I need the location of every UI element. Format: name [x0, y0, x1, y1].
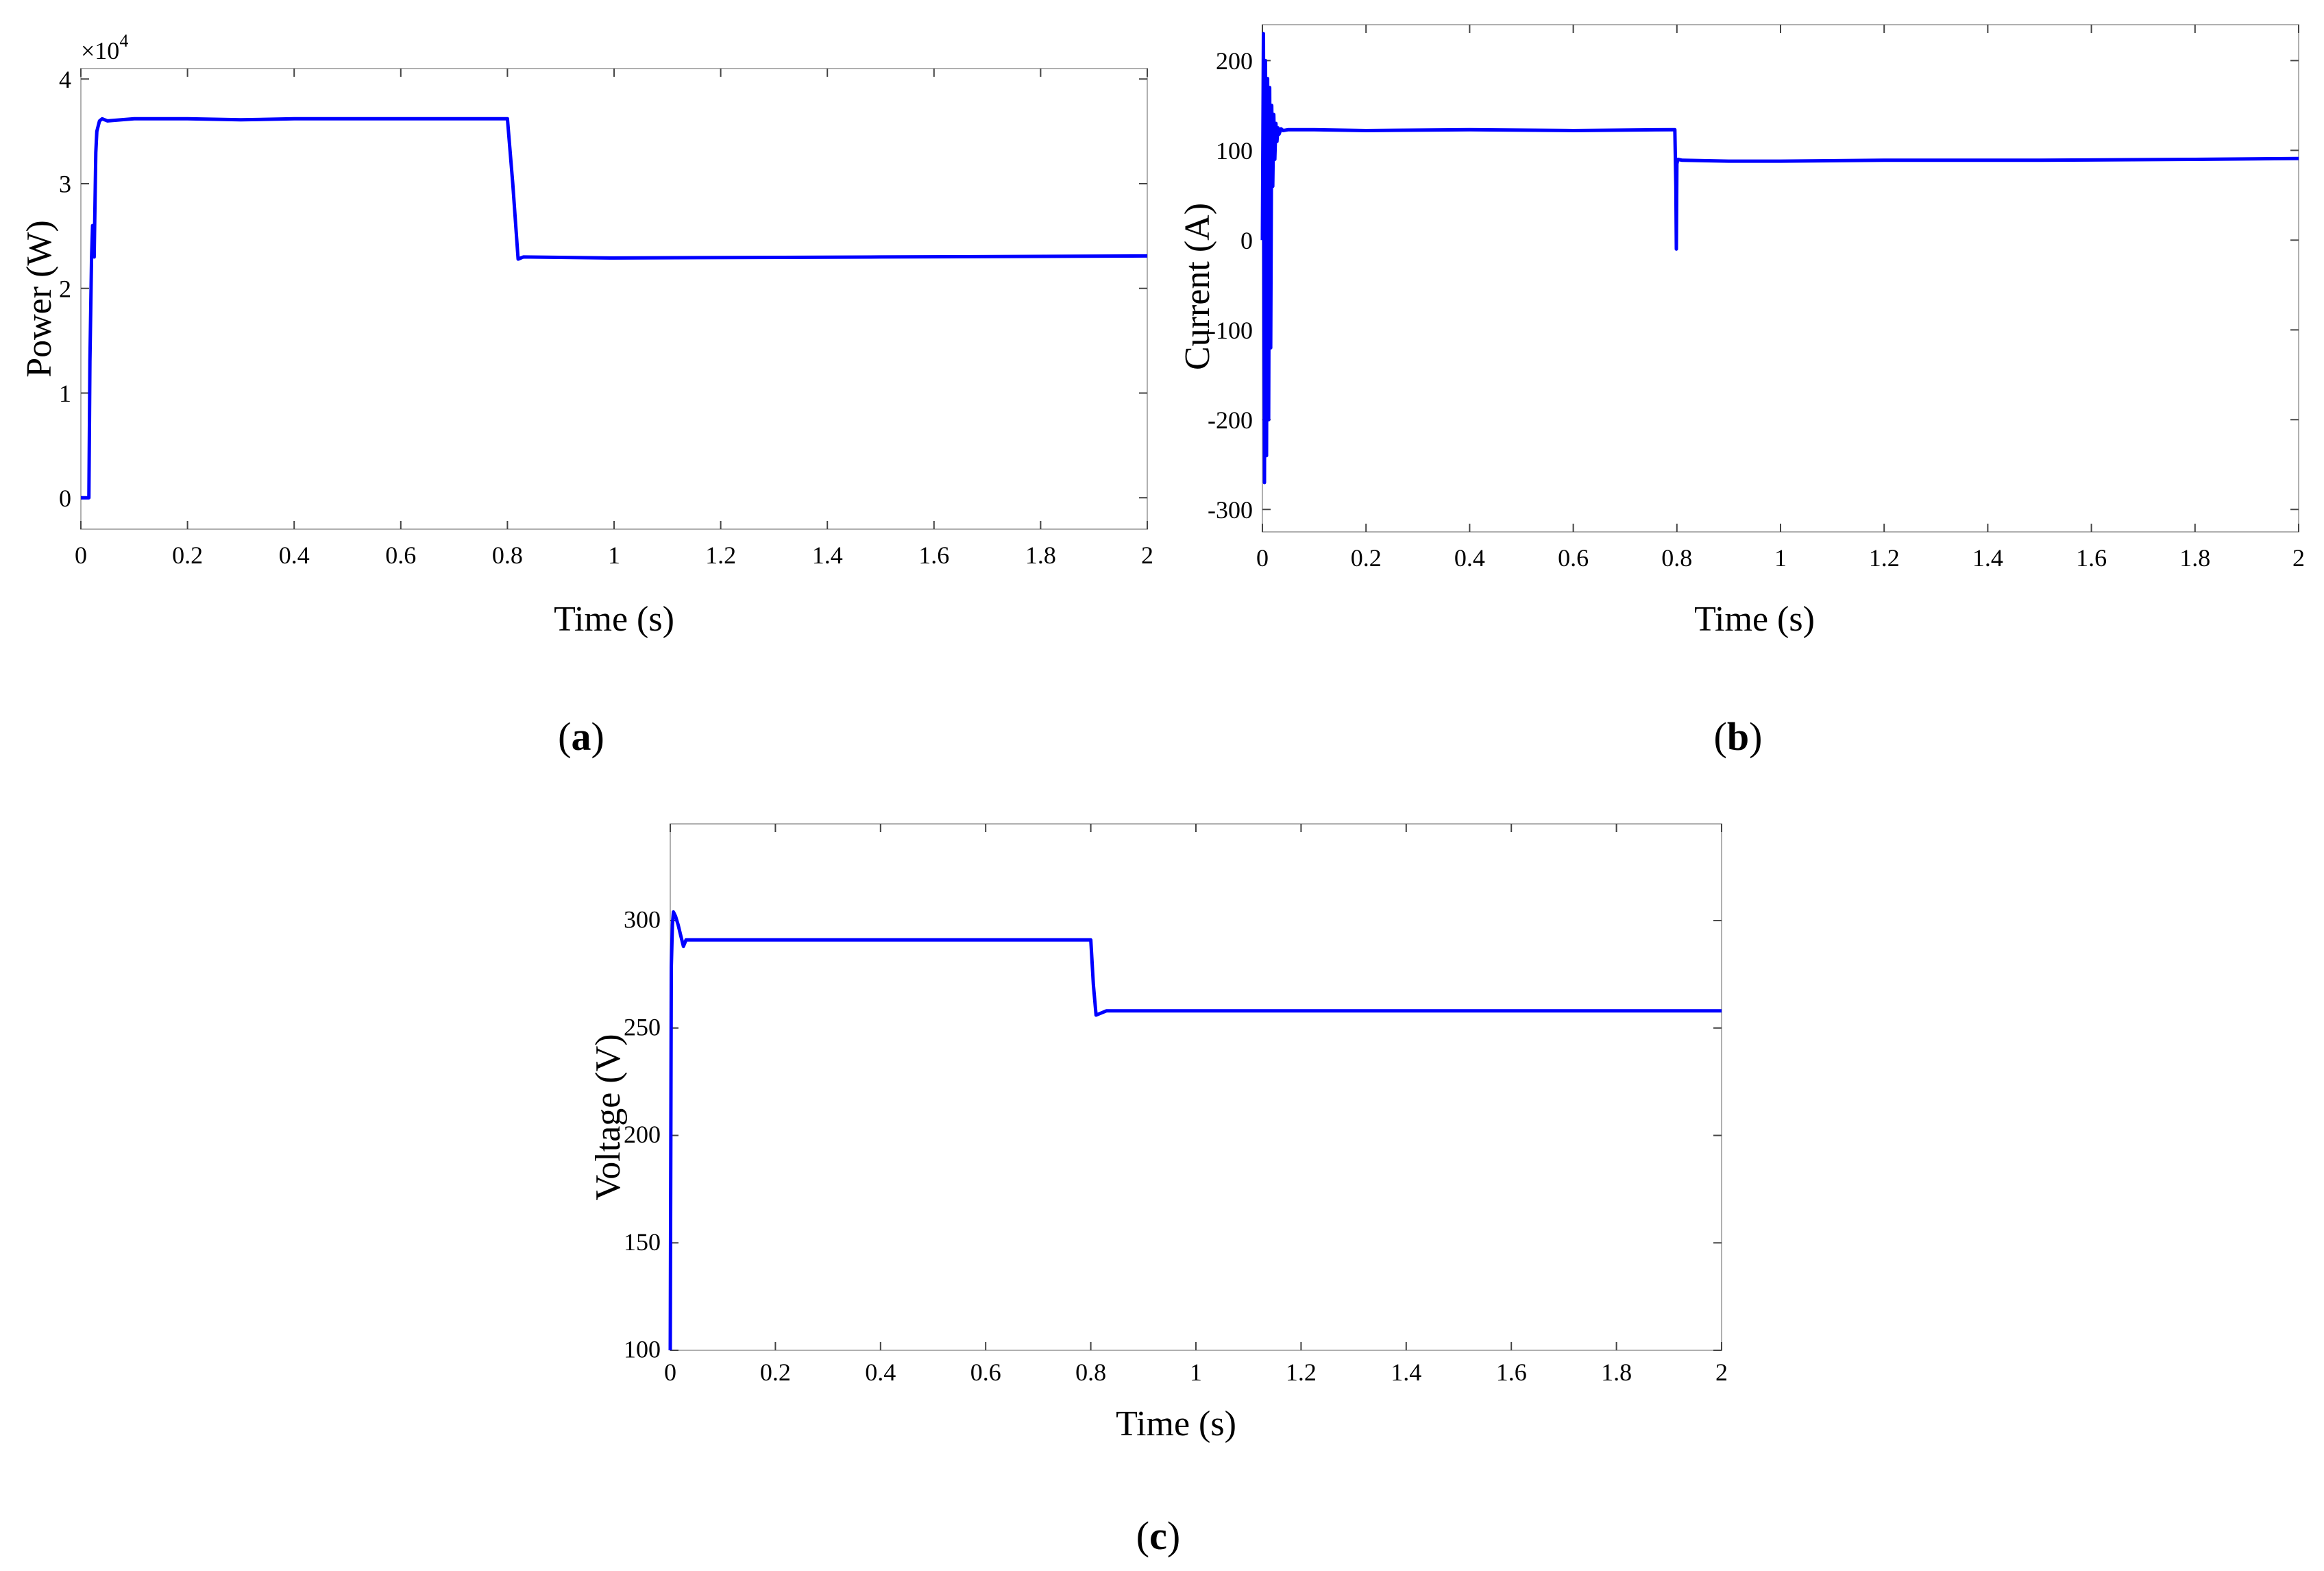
- y-tick-label-b: 100: [1216, 137, 1253, 165]
- y-tick-label-a: 3: [59, 171, 71, 198]
- chart-panel-c: 0 0.2 0.4 0.6 0.8 1 1.2 1.4 1.6 1.8 2 100 150 200 250…: [589, 823, 1728, 1558]
- x-tick-label-a: 0.8: [492, 541, 523, 569]
- x-tick-label-c: 1.4: [1391, 1359, 1421, 1386]
- caption-b-open: (: [1714, 714, 1727, 759]
- series-c: [668, 910, 1722, 1351]
- caption-c-letter: c: [1149, 1513, 1167, 1558]
- y-tick-label-b: -300: [1208, 496, 1253, 524]
- x-tick-label-a: 1.8: [1025, 541, 1056, 569]
- x-tick-label-a: 1: [608, 541, 620, 569]
- x-tick-label-b: 1.6: [2076, 544, 2107, 572]
- x-tick-label-b: 1.8: [2179, 544, 2210, 572]
- plot-area-c: [670, 823, 1722, 1351]
- y-tick-label-c: 200: [624, 1121, 661, 1148]
- x-tick-label-c: 2: [1715, 1359, 1728, 1386]
- x-axis-label-b: Time (s): [1694, 600, 1815, 639]
- x-tick-label-b: 0: [1256, 544, 1269, 572]
- x-tick-label-a: 0.6: [385, 541, 416, 569]
- y-tick-label-a: 2: [59, 275, 71, 302]
- x-tick-label-c: 1.2: [1286, 1359, 1317, 1386]
- x-axis-ticks-b: 0 0.2 0.4 0.6 0.8 1 1.2 1.4 1.6 1.8 2: [1256, 25, 2305, 572]
- x-tick-label-a: 0.2: [172, 541, 203, 569]
- series-a: [81, 117, 1148, 500]
- x-tick-label-b: 1.2: [1869, 544, 1900, 572]
- caption-a-letter: a: [572, 714, 591, 759]
- caption-c-close: ): [1167, 1513, 1180, 1558]
- caption-c-open: (: [1136, 1513, 1149, 1558]
- y-tick-label-a: 4: [59, 66, 71, 93]
- caption-a: (a): [558, 714, 604, 759]
- x-tick-label-b: 0.4: [1454, 544, 1485, 572]
- x-tick-label-c: 0.6: [970, 1359, 1001, 1386]
- x-tick-label-c: 1.6: [1496, 1359, 1527, 1386]
- caption-b-letter: b: [1727, 714, 1749, 759]
- x-tick-label-c: 0.2: [760, 1359, 791, 1386]
- y-multiplier-exponent-a: 4: [119, 31, 128, 51]
- x-tick-label-a: 2: [1141, 541, 1153, 569]
- y-tick-label-c: 100: [624, 1336, 661, 1363]
- x-tick-label-b: 0.8: [1661, 544, 1692, 572]
- y-tick-label-a: 1: [59, 380, 71, 407]
- y-axis-ticks-b: -300 -200 -100 0 100 200: [1208, 47, 2299, 524]
- y-axis-ticks-a: 0 1 2 3 4: [59, 66, 1147, 512]
- plot-area-a: [80, 68, 1148, 530]
- y-tick-label-b: -100: [1208, 317, 1253, 344]
- y-axis-label-b: Current (A): [1178, 203, 1217, 370]
- y-tick-label-c: 250: [624, 1013, 661, 1040]
- x-tick-label-a: 0.4: [279, 541, 310, 569]
- x-tick-label-c: 1.8: [1601, 1359, 1632, 1386]
- x-tick-label-c: 0.4: [865, 1359, 896, 1386]
- caption-b-close: ): [1749, 714, 1762, 759]
- x-tick-label-b: 1: [1774, 544, 1787, 572]
- y-axis-label-c: Voltage (V): [589, 1034, 628, 1200]
- x-tick-label-b: 0.2: [1351, 544, 1382, 572]
- x-tick-label-b: 0.6: [1558, 544, 1589, 572]
- x-axis-label-c: Time (s): [1116, 1404, 1236, 1444]
- caption-c: (c): [1136, 1513, 1180, 1558]
- series-line-c: [668, 910, 1722, 1351]
- x-axis-label-a: Time (s): [554, 600, 674, 639]
- caption-a-open: (: [558, 714, 571, 759]
- chart-panel-b: 0 0.2 0.4 0.6 0.8 1 1.2 1.4 1.6 1.8 2 -300 -200 -100…: [1178, 24, 2305, 759]
- x-axis-ticks-c: 0 0.2 0.4 0.6 0.8 1 1.2 1.4 1.6 1.8 2: [664, 824, 1728, 1386]
- series-line-b: [1260, 32, 2299, 485]
- x-tick-label-a: 1.2: [705, 541, 736, 569]
- caption-b: (b): [1714, 714, 1763, 759]
- y-tick-label-b: 0: [1240, 227, 1253, 254]
- y-multiplier-base-a: ×10: [81, 37, 119, 64]
- x-tick-label-b: 1.4: [1972, 544, 2003, 572]
- y-tick-label-c: 150: [624, 1228, 661, 1256]
- y-tick-label-b: -200: [1208, 406, 1253, 434]
- y-tick-label-b: 200: [1216, 47, 1253, 75]
- x-tick-label-a: 0: [75, 541, 87, 569]
- y-tick-label-c: 300: [624, 906, 661, 934]
- x-tick-label-a: 1.4: [812, 541, 843, 569]
- y-multiplier-a: ×104: [81, 31, 128, 64]
- x-tick-label-b: 2: [2292, 544, 2305, 572]
- caption-a-close: ): [591, 714, 604, 759]
- x-tick-label-c: 1: [1190, 1359, 1202, 1386]
- x-axis-ticks-a: 0 0.2 0.4 0.6 0.8 1 1.2 1.4 1.6 1.8 2: [75, 69, 1153, 569]
- plot-area-b: [1262, 24, 2299, 533]
- x-tick-label-c: 0.8: [1075, 1359, 1106, 1386]
- y-axis-ticks-c: 100 150 200 250 300: [624, 906, 1722, 1363]
- series-b: [1260, 32, 2299, 485]
- y-tick-label-a: 0: [59, 485, 71, 512]
- y-axis-label-a: Power (W): [20, 220, 59, 378]
- x-tick-label-c: 0: [664, 1359, 676, 1386]
- series-line-a: [81, 117, 1148, 500]
- x-tick-label-a: 1.6: [918, 541, 949, 569]
